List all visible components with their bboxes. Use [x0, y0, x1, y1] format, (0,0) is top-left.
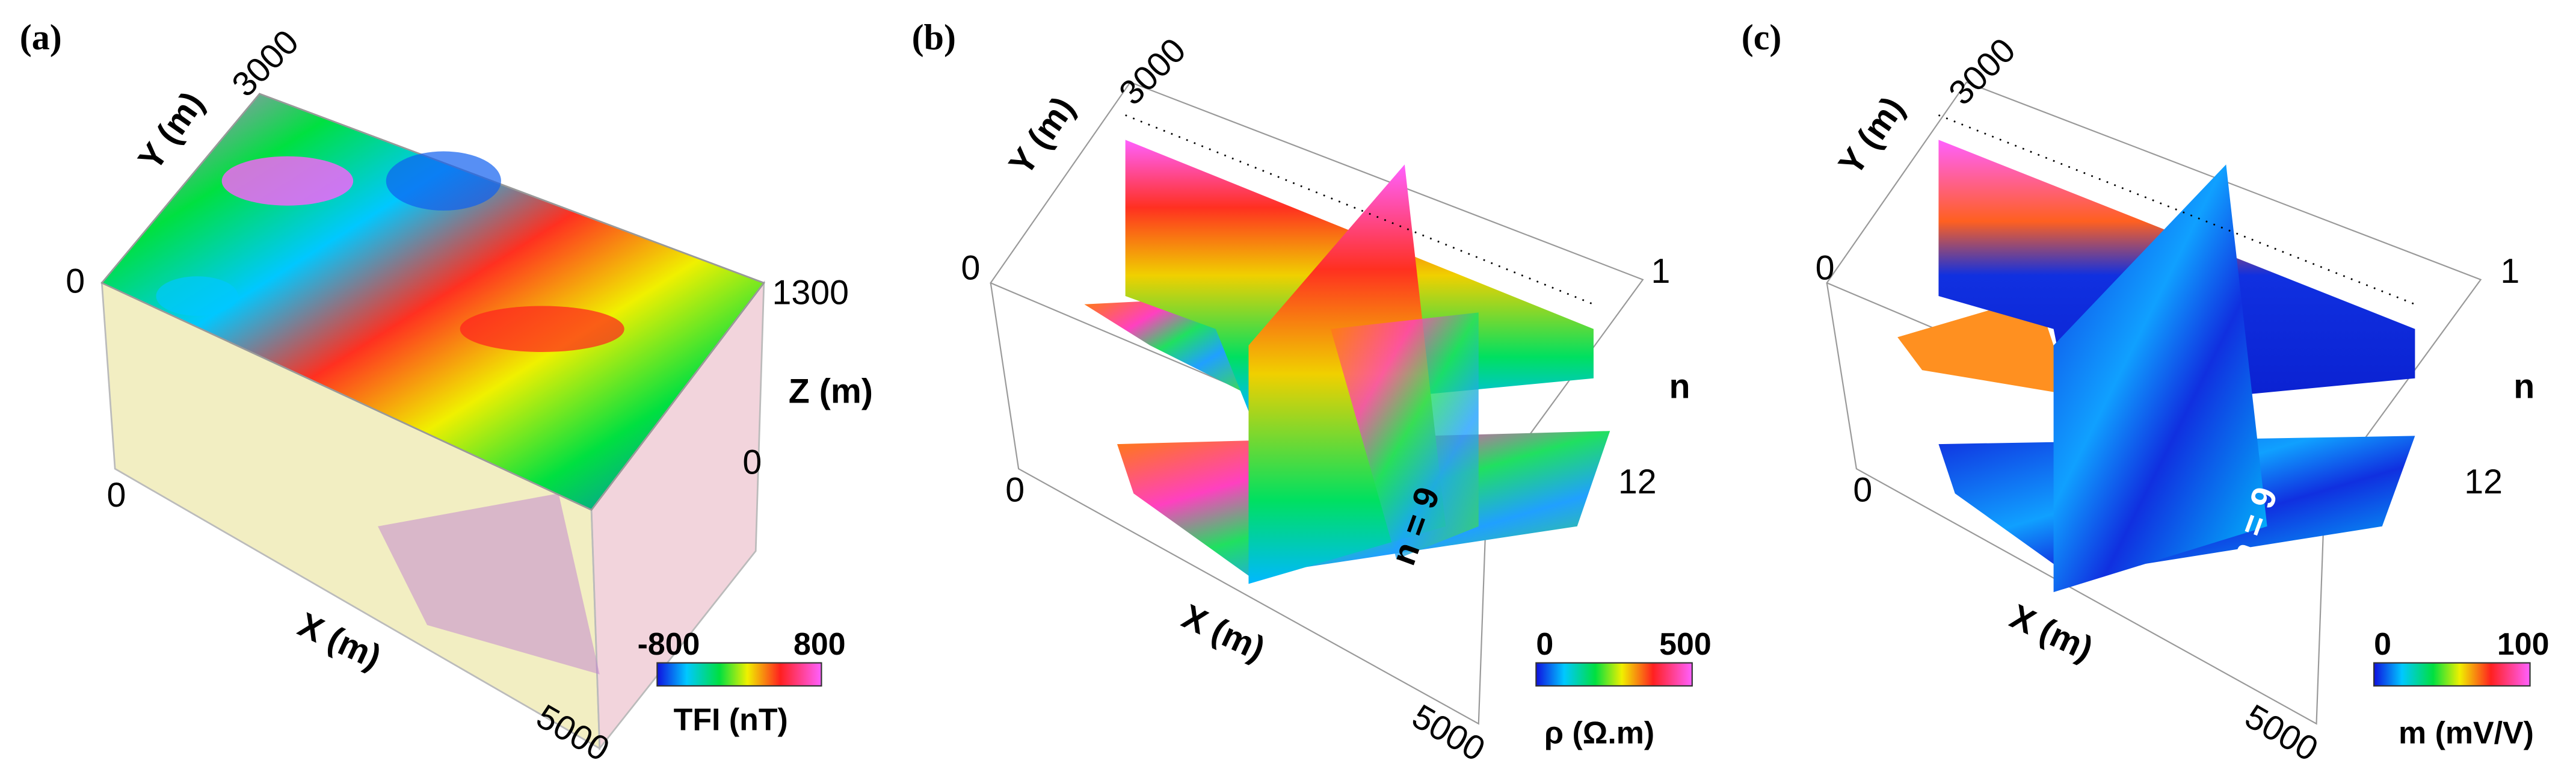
colorbar-label: -800: [638, 627, 700, 662]
axis-title: Y (m): [1831, 90, 1912, 182]
body: [378, 493, 600, 675]
section: [2053, 164, 2267, 593]
anomaly: [156, 276, 238, 316]
tick-label: 0: [961, 249, 981, 288]
panel-b: (b) 3000 Y (m) 0 1 n 12 0 X (m) 5000 n =…: [912, 17, 1712, 769]
panel-label: (c): [1742, 17, 1782, 58]
colorbar-label: 100: [2497, 627, 2550, 662]
axis-title: n: [2513, 368, 2534, 406]
colorbar-title: ρ (Ω.m): [1544, 716, 1654, 751]
tick-label: 12: [2464, 463, 2503, 501]
tick-label: 0: [66, 262, 85, 301]
colorbar-label: 500: [1659, 627, 1712, 662]
tick-label: 12: [1618, 463, 1657, 501]
tick-label: 1: [2500, 252, 2519, 291]
axis-title: Z (m): [789, 372, 873, 411]
tick-label: 0: [742, 443, 762, 481]
tick-label: 3000: [225, 23, 306, 105]
colorbar-label: 800: [793, 627, 846, 662]
anomaly: [386, 151, 501, 211]
colorbar: [2373, 662, 2531, 687]
tick-label: 1300: [772, 274, 849, 312]
tick-label: 1: [1651, 252, 1671, 291]
colorbar-title: m (mV/V): [2399, 716, 2534, 751]
panel-a: (a) Y (m) 3000 0 1300 Z (m) 0 0 X (m) 50…: [20, 17, 873, 769]
colorbar-label: 0: [1536, 627, 1553, 662]
section: [1331, 312, 1479, 560]
tick-label: 0: [107, 476, 126, 514]
tick-label: 0: [1005, 471, 1025, 510]
box-wire: [1826, 283, 2326, 725]
colorbar-title: TFI (nT): [674, 703, 788, 738]
panel-label: (a): [20, 17, 62, 58]
anomaly: [460, 306, 624, 352]
electrodes: [1938, 114, 2415, 305]
panel-c: (c) 3000 Y (m) 0 1 n 12 0 X (m) 5000 n =…: [1742, 17, 2550, 769]
colorbar-label: 0: [2374, 627, 2391, 662]
tick-label: 0: [1816, 249, 1835, 288]
tick-label: 0: [1853, 471, 1872, 510]
axis-title: Y (m): [131, 85, 212, 177]
colorbar: [656, 662, 822, 687]
axis-title: X (m): [2004, 597, 2099, 669]
panel-label: (b): [912, 17, 956, 58]
tick-label: 5000: [2239, 697, 2324, 769]
axis-title: n: [1669, 368, 1690, 406]
box-wire: [990, 283, 1488, 725]
axis-title: X (m): [1176, 597, 1271, 669]
anomaly: [221, 156, 354, 206]
colorbar: [1535, 662, 1693, 687]
tick-label: 3000: [1112, 31, 1193, 113]
